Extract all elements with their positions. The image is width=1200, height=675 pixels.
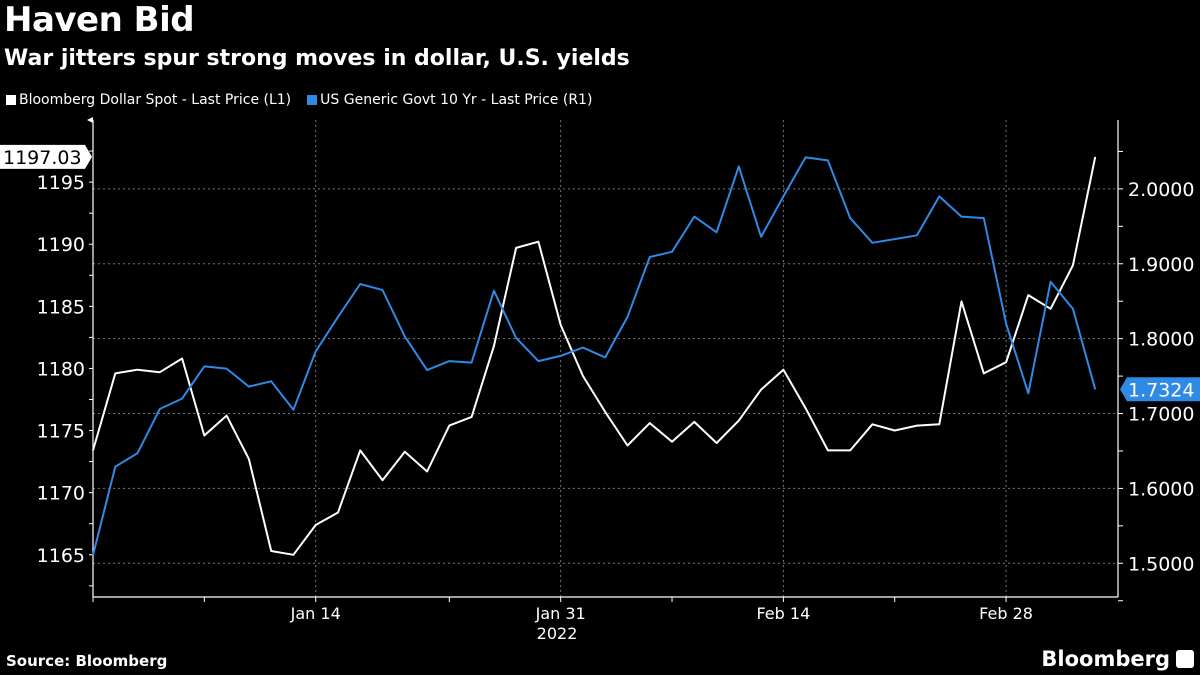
legend-swatch-blue: [307, 95, 318, 105]
axis-arrow: [87, 117, 93, 123]
left-tick-label: 1180: [37, 358, 85, 380]
last-value-badge-right: [1120, 377, 1200, 402]
right-tick-label: 2.0000: [1128, 179, 1194, 201]
right-tick-label: 1.9000: [1128, 254, 1194, 276]
right-tick-label: 1.8000: [1128, 329, 1194, 351]
brand-logo: Bloomberg: [1041, 647, 1170, 671]
right-tick-label: 1.5000: [1128, 553, 1194, 575]
chart-title: Haven Bid: [4, 0, 195, 40]
legend: Bloomberg Dollar Spot - Last Price (L1) …: [6, 92, 592, 108]
last-value-label: 1197.03: [3, 147, 82, 169]
left-tick-label: 1195: [37, 172, 85, 194]
left-tick-label: 1170: [37, 483, 85, 505]
left-tick-label: 1185: [37, 296, 85, 318]
bloomberg-chart-icon: [1176, 650, 1194, 668]
x-tick-label: Feb 28: [979, 604, 1033, 623]
chart-subtitle: War jitters spur strong moves in dollar,…: [4, 46, 630, 71]
last-value-label: 1.7324: [1128, 379, 1194, 401]
left-tick-label: 1190: [37, 234, 85, 256]
legend-swatch-white: [6, 95, 16, 105]
legend-item-dollar: Bloomberg Dollar Spot - Last Price (L1): [6, 92, 291, 108]
last-value-badge-left: [0, 144, 92, 169]
x-tick-label: Feb 14: [756, 604, 810, 623]
right-tick-label: 1.6000: [1128, 478, 1194, 500]
right-tick-label: 1.7000: [1128, 404, 1194, 426]
legend-item-yield: US Generic Govt 10 Yr - Last Price (R1): [307, 92, 592, 108]
left-tick-label: 1175: [37, 421, 85, 443]
legend-label: Bloomberg Dollar Spot - Last Price (L1): [19, 92, 292, 108]
x-tick-label: Jan 14: [290, 604, 341, 623]
series-line-10yr-yield: [92, 156, 1097, 556]
x-axis-label: 2022: [537, 624, 578, 643]
series-line-dollar-spot: [92, 156, 1097, 556]
x-tick-label: Jan 31: [535, 604, 586, 623]
source-note: Source: Bloomberg: [6, 652, 168, 670]
left-tick-label: 1165: [37, 545, 85, 567]
legend-label: US Generic Govt 10 Yr - Last Price (R1): [320, 92, 593, 108]
